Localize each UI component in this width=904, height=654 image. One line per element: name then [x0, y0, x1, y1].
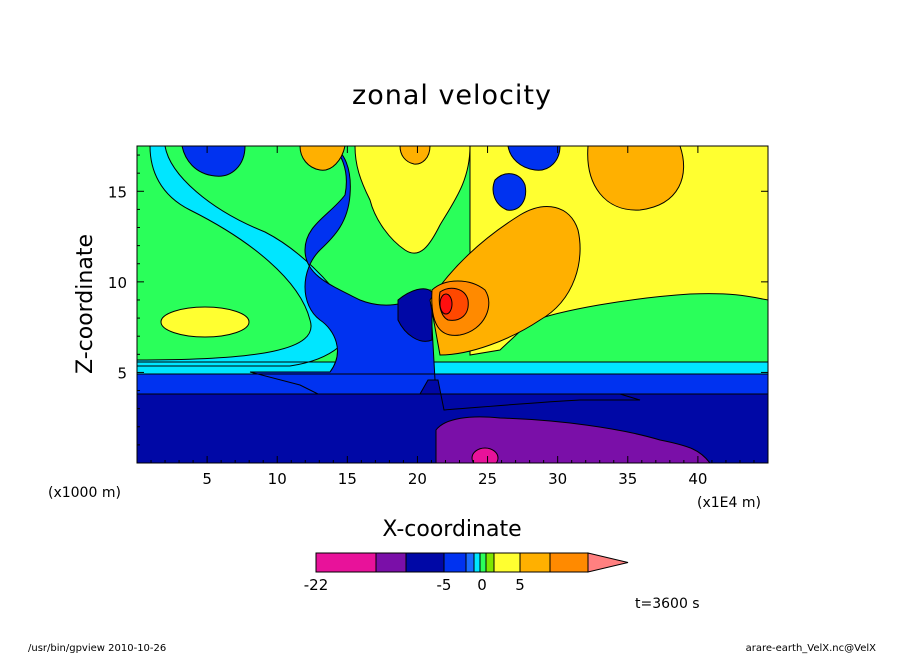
colorbar-segment — [549, 552, 589, 573]
colorbar-segment — [473, 552, 481, 573]
field-turbulence — [354, 146, 471, 254]
colorbar-segment — [485, 552, 495, 573]
field-cyan — [137, 146, 768, 377]
colorbar-segment — [479, 552, 487, 573]
colorbar-arrow — [587, 552, 629, 573]
x-axis-ticks: 5 10 15 20 25 30 35 40 — [150, 146, 755, 488]
field-blue-upper — [492, 173, 527, 211]
plot-frame — [136, 145, 769, 464]
field-blue-top-left — [181, 146, 246, 177]
colorbar — [315, 552, 629, 573]
colorbar-segment — [465, 552, 475, 573]
heatmap-field — [137, 146, 768, 463]
y-tick-label: 5 — [117, 364, 127, 382]
colorbar-tick-label: -5 — [437, 576, 452, 594]
field-blue-top-right — [507, 146, 561, 171]
field-orange-upper — [587, 146, 685, 211]
x-tick-label: 30 — [548, 470, 567, 488]
x-tick-label: 35 — [618, 470, 637, 488]
x-axis-title: X-coordinate — [382, 517, 521, 542]
y-axis-ticks: 5 10 15 — [108, 154, 768, 446]
field-navy-tongue — [419, 379, 641, 411]
x-tick-label: 20 — [408, 470, 427, 488]
colorbar-segment — [375, 552, 407, 573]
colorbar-tick-label: 0 — [477, 576, 487, 594]
y-tick-label: 15 — [108, 183, 127, 201]
field-turbulence-orange — [299, 146, 431, 171]
colorbar-segment — [519, 552, 551, 573]
colorbar-segment — [315, 552, 377, 573]
colorbar-segment — [405, 552, 445, 573]
field-navy-core — [397, 288, 433, 342]
field-yellow-left — [160, 306, 250, 338]
footer-left: /usr/bin/gpview 2010-10-26 — [28, 643, 166, 654]
colorbar-labels: -22 -5 0 5 — [304, 576, 525, 594]
chart-title: zonal velocity — [352, 80, 552, 111]
y-unit-label: (x1000 m) — [48, 485, 121, 501]
y-tick-label: 10 — [108, 274, 127, 292]
field-purple — [435, 416, 711, 463]
time-label: t=3600 s — [635, 596, 700, 612]
x-tick-label: 15 — [338, 470, 357, 488]
x-tick-label: 10 — [268, 470, 287, 488]
footer-right: arare-earth_VelX.nc@VelX — [746, 643, 877, 654]
field-magenta — [471, 447, 499, 463]
field-red-spot — [439, 293, 453, 315]
colorbar-tick-label: -22 — [304, 576, 329, 594]
colorbar-segment — [493, 552, 521, 573]
x-unit-label: (x1E4 m) — [697, 495, 761, 511]
colorbar-segment — [443, 552, 467, 573]
x-tick-label: 5 — [202, 470, 212, 488]
colorbar-tick-label: 5 — [515, 576, 525, 594]
y-axis-title: Z-coordinate — [73, 234, 98, 374]
x-tick-label: 40 — [688, 470, 707, 488]
x-tick-label: 25 — [478, 470, 497, 488]
